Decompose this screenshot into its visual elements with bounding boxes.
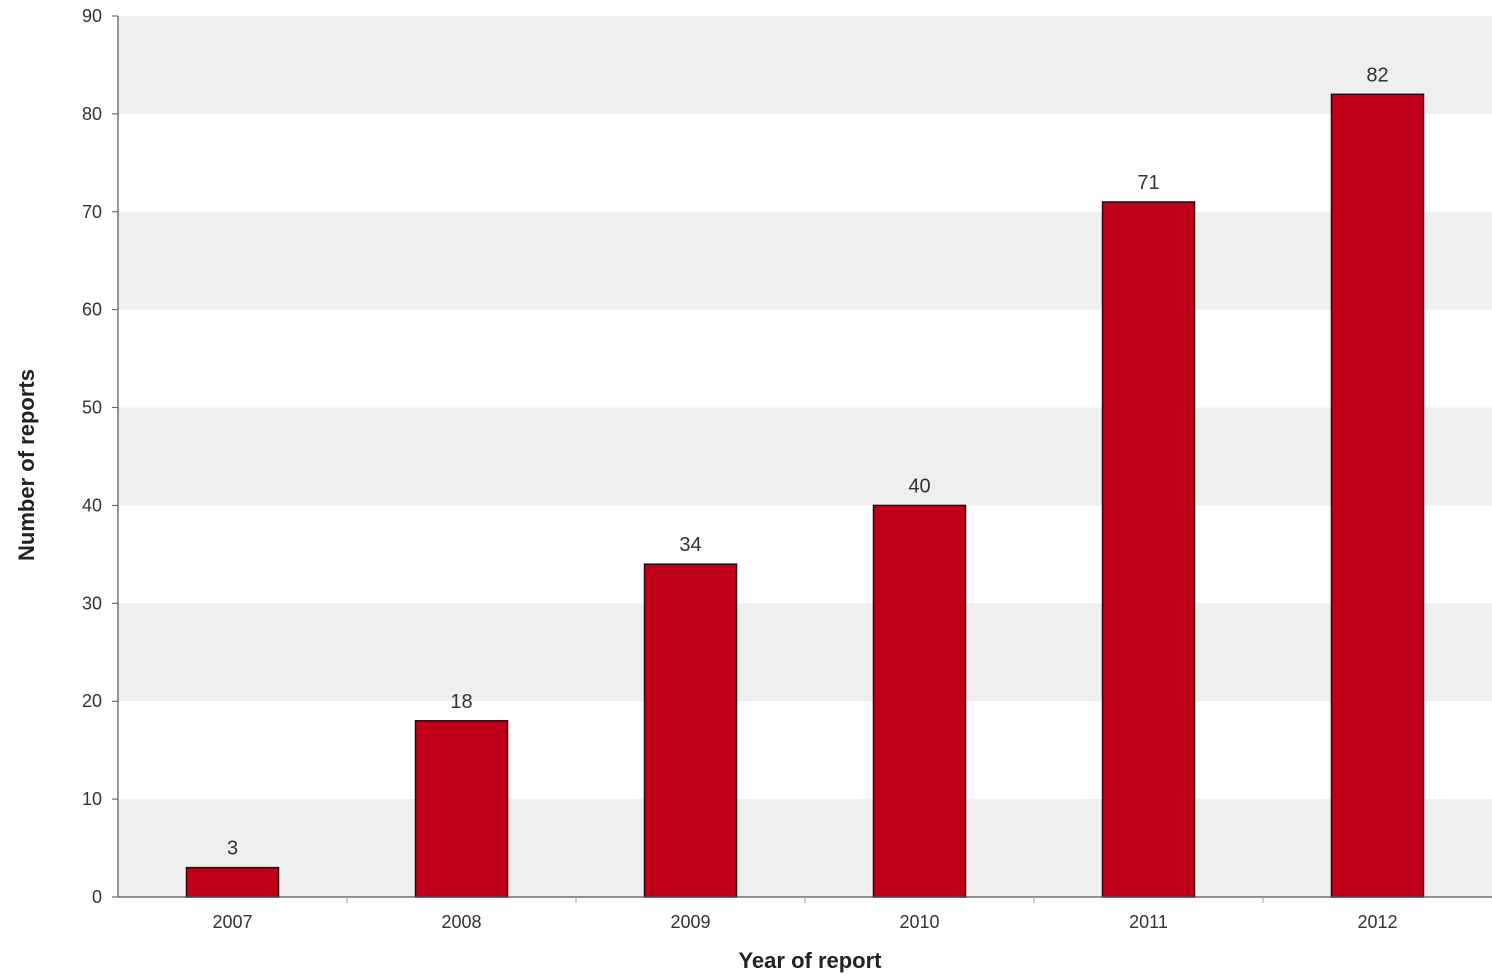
grid-band-80-90 bbox=[118, 16, 1492, 114]
y-tick-label-10: 10 bbox=[82, 789, 102, 809]
x-axis-title: Year of report bbox=[738, 948, 882, 973]
grid-bands bbox=[118, 16, 1492, 897]
bar-2009 bbox=[643, 563, 738, 898]
x-tick-label-2009: 2009 bbox=[670, 912, 710, 932]
x-tick-label-2008: 2008 bbox=[441, 912, 481, 932]
data-label-2012: 82 bbox=[1366, 64, 1388, 86]
bars bbox=[185, 93, 1425, 898]
data-labels: 3 18 34 40 71 82 bbox=[227, 64, 1389, 859]
data-label-2009: 34 bbox=[679, 534, 701, 556]
y-tick-label-60: 60 bbox=[82, 300, 102, 320]
bar-2010 bbox=[872, 504, 967, 898]
data-label-2008: 18 bbox=[450, 691, 472, 713]
y-tick-label-30: 30 bbox=[82, 593, 102, 613]
grid-band-0-10 bbox=[118, 799, 1492, 897]
y-tick-label-0: 0 bbox=[92, 887, 102, 907]
y-tick-label-50: 50 bbox=[82, 398, 102, 418]
data-label-2011: 71 bbox=[1137, 172, 1159, 194]
y-tick-label-40: 40 bbox=[82, 495, 102, 515]
grid-band-40-50 bbox=[118, 407, 1492, 506]
y-ticks: 0 10 20 30 40 50 60 70 80 90 bbox=[82, 6, 118, 907]
x-tick-label-2012: 2012 bbox=[1357, 912, 1397, 932]
x-tick-label-2010: 2010 bbox=[899, 912, 939, 932]
bar-2008 bbox=[414, 720, 509, 898]
data-label-2010: 40 bbox=[908, 475, 930, 497]
data-label-2007: 3 bbox=[227, 838, 238, 860]
y-tick-label-70: 70 bbox=[82, 202, 102, 222]
y-tick-label-90: 90 bbox=[82, 6, 102, 26]
bar-2007 bbox=[185, 866, 280, 898]
grid-band-60-70 bbox=[118, 211, 1492, 310]
x-tick-label-2007: 2007 bbox=[212, 912, 252, 932]
grid-band-20-30 bbox=[118, 603, 1492, 702]
y-axis-title: Number of reports bbox=[14, 369, 39, 561]
bar-2011 bbox=[1101, 201, 1196, 898]
y-tick-label-80: 80 bbox=[82, 104, 102, 124]
bar-2012 bbox=[1330, 93, 1425, 898]
x-ticks: 2007 2008 2009 2010 2011 2012 bbox=[212, 897, 1398, 932]
x-tick-label-2011: 2011 bbox=[1129, 912, 1168, 932]
y-tick-label-20: 20 bbox=[82, 691, 102, 711]
